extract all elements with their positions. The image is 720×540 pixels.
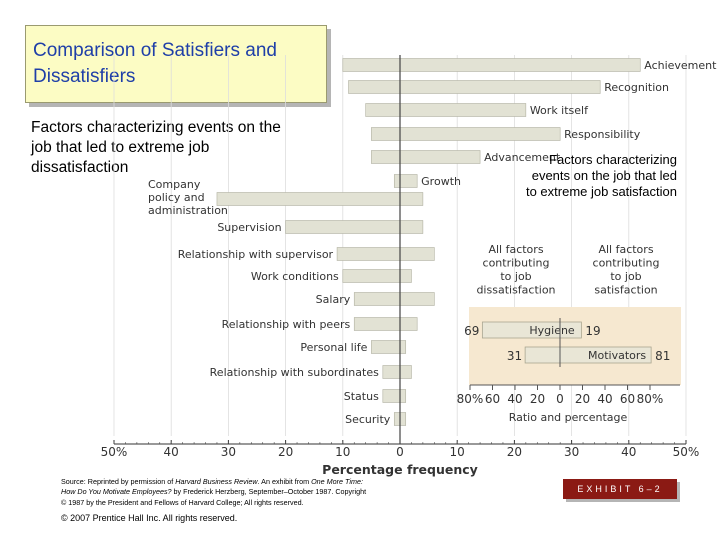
inset-header-dissatisfaction: All factors contributing to job dissatisfac…	[476, 243, 555, 297]
category-label-achievement: Achievement	[644, 59, 717, 72]
source-article-title-2: How Do You Motivate Employees?	[61, 487, 172, 497]
copyright-text: © 2007 Prentice Hall Inc. All rights res…	[61, 513, 238, 523]
bar-dissatisfaction-company-policy-and-administration	[216, 192, 401, 206]
inset-value-satisfaction-motivators: 81	[655, 349, 670, 363]
bar-dissatisfaction-work-conditions	[342, 269, 401, 283]
category-label-relationship-with-supervisor: Relationship with supervisor	[178, 248, 334, 261]
inset-tick-label: 60	[485, 392, 500, 406]
x-tick-label: 40	[621, 445, 636, 459]
category-label-relationship-with-peers: Relationship with peers	[222, 318, 351, 331]
satisfaction-description: Factors characterizing events on the job…	[525, 152, 677, 199]
bar-satisfaction-supervision	[399, 220, 424, 234]
inset-axis-title: Ratio and percentage	[509, 411, 628, 424]
main-chart-axis: 50% 40 30 20 10 0 10 20 30 40 50%	[101, 55, 700, 459]
category-label-company-policy-and-administration: Company policy and administration	[148, 178, 228, 217]
category-label-advancement: Advancement	[484, 151, 561, 164]
main-chart-bars	[216, 58, 641, 426]
source-mid: . An exhibit from	[257, 477, 312, 486]
bar-dissatisfaction-supervision	[285, 220, 401, 234]
category-label-work-itself: Work itself	[530, 104, 589, 117]
x-axis-title: Percentage frequency	[322, 462, 478, 477]
source-rights: © 1987 by the President and Fellows of H…	[61, 497, 304, 507]
bar-dissatisfaction-work-itself	[365, 103, 401, 117]
ratio-inset-chart: All factors contributing to job dissatisfac…	[457, 243, 681, 424]
inset-tick-label: 40	[507, 392, 522, 406]
slide-title: Comparison of Satisfiers and Dissatisfie…	[33, 40, 277, 87]
bar-satisfaction-relationship-with-peers	[399, 317, 418, 331]
inset-value-dissatisfaction-motivators: 31	[507, 349, 522, 363]
category-label-personal-life: Personal life	[300, 341, 367, 354]
bar-satisfaction-salary	[399, 292, 435, 306]
bar-dissatisfaction-relationship-with-subordinates	[382, 365, 401, 379]
category-label-work-conditions: Work conditions	[251, 270, 339, 283]
bar-satisfaction-work-itself	[399, 103, 527, 117]
x-tick-label: 0	[396, 445, 404, 459]
bar-dissatisfaction-growth	[393, 174, 401, 188]
bar-satisfaction-achievement	[399, 58, 641, 72]
inset-tick-label: 80%	[457, 392, 484, 406]
x-tick-label: 20	[278, 445, 293, 459]
source-note: Source: Reprinted by permission of Harva…	[61, 477, 481, 508]
x-tick-label: 10	[335, 445, 350, 459]
source-journal: Harvard Business Review	[175, 477, 258, 486]
x-tick-label: 40	[164, 445, 179, 459]
bar-satisfaction-growth	[399, 174, 418, 188]
x-tick-label: 30	[221, 445, 236, 459]
bar-satisfaction-recognition	[399, 80, 601, 94]
bar-satisfaction-company-policy-and-administration	[399, 192, 424, 206]
bar-satisfaction-security	[399, 412, 407, 426]
bar-dissatisfaction-advancement	[371, 150, 401, 164]
inset-category-hygiene: Hygiene	[529, 324, 575, 337]
inset-bar-dissatisfaction-motivators	[524, 346, 561, 364]
bar-dissatisfaction-security	[393, 412, 401, 426]
bar-satisfaction-advancement	[399, 150, 481, 164]
source-prefix: Source: Reprinted by permission of	[61, 477, 176, 486]
dissatisfaction-description: Factors characterizing events on the job…	[31, 119, 281, 176]
bar-dissatisfaction-salary	[353, 292, 401, 306]
inset-tick-label: 40	[597, 392, 612, 406]
bar-satisfaction-responsibility	[399, 127, 561, 141]
title-box: Comparison of Satisfiers and Dissatisfie…	[25, 25, 327, 103]
category-label-salary: Salary	[316, 293, 351, 306]
x-tick-label: 30	[564, 445, 579, 459]
bar-satisfaction-relationship-with-supervisor	[399, 247, 435, 261]
category-label-security: Security	[345, 413, 391, 426]
inset-value-satisfaction-hygiene: 19	[585, 324, 600, 338]
bar-satisfaction-work-conditions	[399, 269, 412, 283]
inset-value-dissatisfaction-hygiene: 69	[464, 324, 479, 338]
category-label-supervision: Supervision	[217, 221, 281, 234]
category-label-recognition: Recognition	[604, 81, 669, 94]
main-chart-labels: Achievement Recognition Work itself Respons…	[148, 59, 717, 426]
x-tick-label: 50%	[673, 445, 700, 459]
bar-satisfaction-personal-life	[399, 340, 407, 354]
x-tick-label: 20	[507, 445, 522, 459]
exhibit-badge: EXHIBIT 6–2	[563, 479, 677, 499]
category-label-relationship-with-subordinates: Relationship with subordinates	[210, 366, 379, 379]
category-label-growth: Growth	[421, 175, 461, 188]
inset-tick-label: 60	[620, 392, 635, 406]
bar-satisfaction-relationship-with-subordinates	[399, 365, 412, 379]
bar-dissatisfaction-relationship-with-peers	[353, 317, 401, 331]
category-label-status: Status	[344, 390, 379, 403]
bar-dissatisfaction-recognition	[348, 80, 401, 94]
bar-dissatisfaction-relationship-with-supervisor	[336, 247, 401, 261]
bar-satisfaction-status	[399, 389, 407, 403]
source-author: by Frederick Herzberg, September–October…	[171, 487, 367, 497]
inset-tick-label: 20	[530, 392, 545, 406]
bar-dissatisfaction-personal-life	[371, 340, 401, 354]
x-tick-label: 50%	[101, 445, 128, 459]
bar-dissatisfaction-status	[382, 389, 401, 403]
inset-background	[469, 307, 681, 385]
x-tick-label: 10	[450, 445, 465, 459]
inset-tick-label: 20	[575, 392, 590, 406]
inset-tick-label: 80%	[637, 392, 664, 406]
source-article-title-1: One More Time:	[311, 477, 363, 486]
bar-dissatisfaction-achievement	[342, 58, 401, 72]
inset-tick-label: 0	[556, 392, 564, 406]
inset-header-satisfaction: All factors contributing to job satisfactio…	[593, 243, 660, 297]
inset-category-motivators: Motivators	[588, 349, 646, 362]
category-label-responsibility: Responsibility	[564, 128, 641, 141]
bar-dissatisfaction-responsibility	[371, 127, 401, 141]
